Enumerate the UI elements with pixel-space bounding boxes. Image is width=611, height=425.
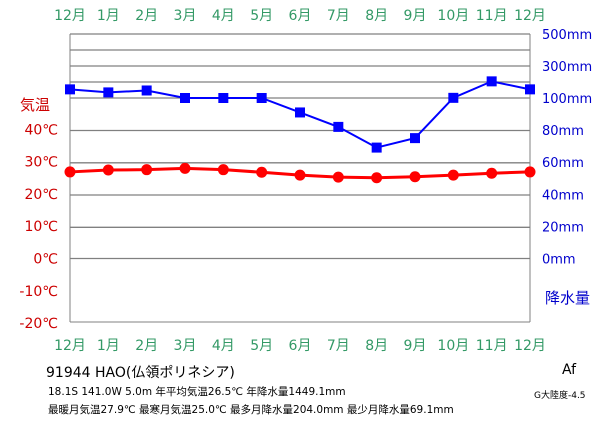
month-label-bottom: 8月 <box>365 338 388 354</box>
month-label-top: 7月 <box>327 8 350 24</box>
month-label-top: 5月 <box>250 8 273 24</box>
precipitation-point <box>103 87 114 98</box>
month-label-top: 11月 <box>476 8 508 24</box>
month-label-bottom: 7月 <box>327 338 350 354</box>
temperature-point <box>256 166 268 178</box>
precipitation-tick-labels: 500mm 300mm 100mm 80mm 60mm 40mm 20mm 0mm <box>542 28 592 268</box>
precipitation-point <box>256 93 267 103</box>
precipitation-point <box>180 93 190 103</box>
month-label-bottom: 12月 <box>54 338 86 354</box>
month-label-bottom: 11月 <box>476 338 508 354</box>
month-labels-bottom: 12月 1月 2月 3月 4月 5月 6月 7月 8月 9月 10月 11月 12月 <box>54 338 546 354</box>
precipitation-point <box>141 85 152 96</box>
month-labels-top: 12月 1月 2月 3月 4月 5月 6月 7月 8月 9月 10月 11月 12月 <box>54 8 546 24</box>
temperature-tick-label: 0℃ <box>33 252 58 268</box>
temperature-point <box>294 169 306 181</box>
precipitation-point <box>295 107 305 118</box>
month-label-bottom: 5月 <box>250 338 273 354</box>
temperature-point <box>371 172 383 184</box>
temperature-tick-label: -20℃ <box>19 316 58 332</box>
climate-region: G大陸度-4.5 <box>534 391 586 401</box>
month-label-top: 1月 <box>97 8 120 24</box>
precipitation-tick-label: 100mm <box>542 92 592 107</box>
month-label-bottom: 1月 <box>97 338 120 354</box>
month-label-bottom: 3月 <box>174 338 197 354</box>
temperature-point <box>332 171 344 183</box>
precipitation-tick-label: 20mm <box>542 220 584 235</box>
temperature-point <box>486 167 498 179</box>
grid-lines <box>69 33 531 323</box>
station-line-2: 最暖月気温27.9℃ 最寒月気温25.0℃ 最多月降水量204.0mm 最少月降… <box>48 404 454 416</box>
precipitation-point <box>448 92 459 103</box>
precipitation-point <box>371 142 382 153</box>
precipitation-point <box>525 84 535 95</box>
precipitation-point <box>486 76 497 87</box>
precipitation-tick-label: 40mm <box>542 188 584 203</box>
temperature-point <box>64 166 76 178</box>
precipitation-tick-label: 60mm <box>542 156 584 171</box>
climate-code: Af <box>562 362 577 378</box>
temperature-point <box>141 164 153 176</box>
precipitation-point <box>410 133 420 144</box>
month-label-top: 9月 <box>404 8 427 24</box>
month-label-bottom: 6月 <box>289 338 312 354</box>
temperature-point <box>409 171 421 183</box>
month-label-top: 12月 <box>514 8 546 24</box>
precipitation-tick-label: 500mm <box>542 28 592 43</box>
temperature-point <box>179 162 191 174</box>
month-label-bottom: 12月 <box>514 338 546 354</box>
precipitation-tick-label: 300mm <box>542 60 592 75</box>
station-title: 91944 HAO(仏領ポリネシア) <box>46 365 235 381</box>
month-label-bottom: 10月 <box>437 338 469 354</box>
month-label-top: 8月 <box>365 8 388 24</box>
month-label-top: 2月 <box>135 8 158 24</box>
precipitation-series <box>65 76 535 153</box>
temperature-point <box>524 166 536 178</box>
temperature-series <box>64 162 536 184</box>
month-label-top: 12月 <box>54 8 86 24</box>
month-label-top: 6月 <box>289 8 312 24</box>
precipitation-axis-label: 降水量 <box>545 289 590 307</box>
temperature-axis-label: 気温 <box>20 96 50 114</box>
temperature-tick-label: 30℃ <box>24 155 58 171</box>
month-label-top: 3月 <box>174 8 197 24</box>
precipitation-point <box>65 84 75 95</box>
month-label-bottom: 4月 <box>212 338 235 354</box>
temperature-point <box>217 164 229 176</box>
temperature-point <box>102 164 114 176</box>
month-label-bottom: 2月 <box>135 338 158 354</box>
temperature-tick-labels: 40℃ 30℃ 20℃ 10℃ 0℃ -10℃ -20℃ <box>19 122 58 332</box>
precipitation-point <box>333 121 344 132</box>
precipitation-point <box>218 93 229 103</box>
temperature-tick-label: 10℃ <box>24 219 58 235</box>
month-label-bottom: 9月 <box>404 338 427 354</box>
precipitation-tick-label: 0mm <box>542 253 576 268</box>
temperature-tick-label: 20℃ <box>24 187 58 203</box>
precipitation-tick-label: 80mm <box>542 124 584 139</box>
temperature-tick-label: -10℃ <box>19 284 58 300</box>
temperature-tick-label: 40℃ <box>24 122 58 138</box>
temperature-point <box>447 169 459 181</box>
month-label-top: 10月 <box>437 8 469 24</box>
month-label-top: 4月 <box>212 8 235 24</box>
station-line-1: 18.1S 141.0W 5.0m 年平均気温26.5℃ 年降水量1449.1m… <box>48 386 346 398</box>
